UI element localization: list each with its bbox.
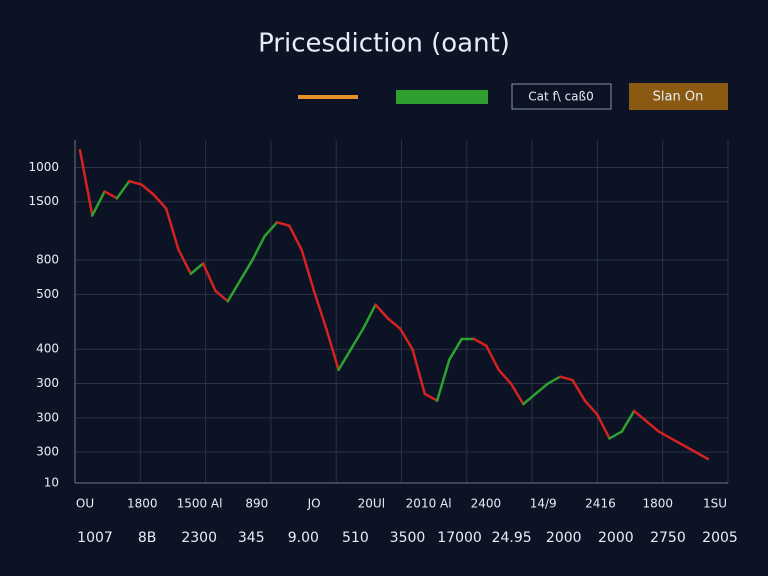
x-tick-label-lower: 2000 (546, 530, 582, 546)
x-tick-label-lower: 2300 (181, 530, 217, 546)
price-segment (103, 190, 119, 200)
y-tick-label: 1S00 (28, 194, 59, 208)
button-label: Cat f\ caß0 (528, 90, 593, 104)
price-segment (386, 317, 402, 330)
price-segment (595, 413, 611, 440)
price-segment (448, 337, 463, 361)
price-segment (325, 327, 340, 372)
price-segment (472, 337, 488, 348)
legend-swatch (396, 90, 488, 104)
price-segment (115, 179, 131, 200)
price-segment (214, 289, 230, 303)
price-segment (189, 262, 205, 276)
price-segment (497, 368, 513, 385)
x-tick-label-lower: 2005 (702, 530, 738, 546)
price-segment (509, 382, 525, 406)
price-segment (300, 248, 316, 293)
price-segment (485, 344, 500, 372)
price-segment (571, 378, 587, 402)
price-segment (657, 430, 673, 440)
price-segment (177, 248, 193, 276)
x-tick-label: OU (76, 497, 94, 511)
price-segment (337, 347, 353, 372)
price-segment (534, 382, 550, 396)
x-tick-label: JO (307, 497, 321, 511)
price-segment (632, 409, 648, 423)
y-tick-label: 300 (36, 445, 59, 459)
price-segment (164, 207, 180, 252)
x-tick-label-lower: 17000 (437, 530, 482, 546)
x-tick-label-lower: 510 (342, 530, 369, 546)
price-segment (669, 437, 685, 447)
price-segment (435, 358, 451, 402)
button-label: Slan On (653, 90, 704, 105)
x-tick-label: 1SU (703, 497, 727, 511)
x-tick-label: 1800 (127, 497, 158, 511)
button[interactable] (629, 83, 728, 110)
price-segment (645, 420, 660, 433)
price-segment (558, 375, 574, 382)
x-tick-label: 1500 Al (177, 497, 223, 511)
y-tick-label: 800 (36, 253, 59, 267)
y-tick-label: 1000 (28, 160, 59, 174)
price-segment (608, 430, 624, 440)
x-tick-label: 14/9 (530, 497, 557, 511)
x-tick-label: 2416 (585, 497, 616, 511)
y-tick-label: 500 (36, 287, 59, 301)
price-segment (251, 234, 266, 262)
y-tick-label: 10 (44, 476, 59, 490)
y-tick-label: 300 (36, 376, 59, 390)
price-segment (620, 409, 636, 433)
x-tick-label-lower: 345 (238, 530, 265, 546)
price-segment (411, 347, 427, 396)
y-tick-label: 400 (36, 342, 59, 356)
price-segment (522, 392, 537, 406)
price-segment (374, 303, 390, 320)
price-segment (398, 327, 414, 351)
x-tick-label: 2010 Al (406, 497, 452, 511)
price-segment (312, 289, 328, 330)
x-tick-label: 20Ul (358, 497, 385, 511)
price-segment (546, 375, 562, 385)
price-segment (91, 190, 106, 217)
price-segment (140, 183, 156, 197)
x-tick-label-lower: 3500 (390, 530, 426, 546)
price-segment (263, 221, 279, 238)
y-tick-label: 300 (36, 410, 59, 424)
price-segment (201, 262, 217, 293)
price-segment (238, 258, 254, 282)
price-segment (275, 221, 291, 227)
button[interactable] (511, 83, 612, 110)
price-segment (152, 193, 168, 210)
x-tick-label-lower: 1007 (77, 530, 113, 546)
price-segment (128, 179, 143, 186)
x-tick-label-lower: 2000 (598, 530, 634, 546)
x-tick-label: 1800 (642, 497, 673, 511)
price-segment (349, 327, 365, 351)
x-tick-label-lower: 8B (138, 530, 157, 546)
x-tick-label: 890 (245, 497, 268, 511)
price-segment (78, 149, 94, 217)
price-segment (423, 392, 439, 402)
price-segment (694, 450, 710, 461)
price-segment (288, 224, 303, 252)
price-segment (583, 399, 599, 416)
x-tick-label-lower: 2750 (650, 530, 686, 546)
price-segment (361, 303, 377, 330)
price-segment (226, 279, 242, 303)
x-tick-label-lower: 9.00 (288, 530, 319, 546)
grid (75, 140, 729, 484)
x-tick-label-lower: 24.95 (492, 530, 532, 546)
price-segment (682, 444, 697, 454)
chart-title: Pricesdiction (oant) (258, 29, 510, 59)
x-tick-label: 2400 (471, 497, 502, 511)
